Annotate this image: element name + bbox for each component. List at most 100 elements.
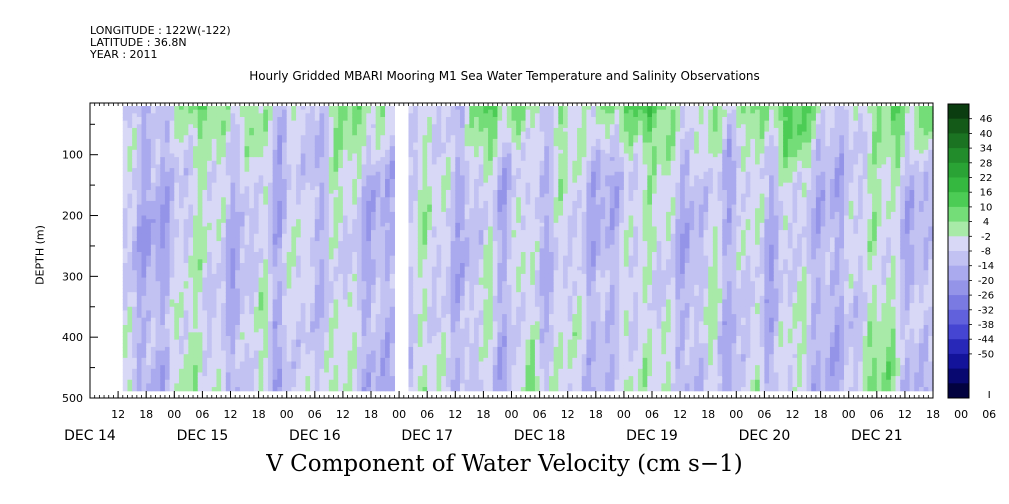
heatmap-cell	[169, 157, 175, 162]
heatmap-cell	[207, 164, 213, 169]
heatmap-cell	[427, 299, 433, 304]
heatmap-cell	[122, 175, 129, 180]
heatmap-cell	[417, 335, 424, 341]
heatmap-cell	[296, 219, 302, 224]
heatmap-cell	[291, 387, 297, 392]
heatmap-cell	[146, 335, 152, 341]
heatmap-cell	[305, 164, 311, 169]
heatmap-cell	[328, 379, 335, 384]
heatmap-cell	[277, 346, 283, 352]
heatmap-cell	[417, 215, 424, 220]
heatmap-cell	[338, 179, 344, 184]
heatmap-cell	[202, 379, 208, 384]
heatmap-cell	[319, 259, 325, 264]
heatmap-cell	[324, 281, 330, 286]
heatmap-cell	[164, 200, 171, 206]
heatmap-cell	[286, 157, 292, 162]
heatmap-cell	[230, 230, 236, 235]
heatmap-cell	[221, 248, 227, 253]
heatmap-cell	[160, 157, 166, 162]
heatmap-cell	[431, 197, 438, 202]
heatmap-cell	[249, 138, 255, 144]
heatmap-cell	[230, 328, 236, 333]
heatmap-cell	[328, 262, 335, 268]
heatmap-cell	[333, 299, 339, 304]
heatmap-cell	[127, 310, 133, 315]
heatmap-cell	[431, 252, 438, 257]
heatmap-cell	[239, 146, 246, 151]
heatmap-cell	[225, 160, 232, 166]
heatmap-cell	[169, 343, 175, 348]
heatmap-cell	[244, 270, 250, 275]
heatmap-cell	[178, 266, 185, 271]
heatmap-cell	[174, 222, 180, 228]
heatmap-cell	[193, 270, 199, 275]
heatmap-cell	[178, 138, 185, 144]
heatmap-cell	[225, 186, 232, 191]
heatmap-cell	[207, 113, 213, 118]
heatmap-cell	[202, 281, 208, 286]
heatmap-cell	[122, 346, 129, 352]
heatmap-cell	[267, 262, 274, 268]
heatmap-cell	[427, 376, 433, 381]
heatmap-cell	[150, 204, 157, 209]
heatmap-cell	[258, 208, 264, 213]
heatmap-cell	[263, 288, 269, 293]
heatmap-cell	[333, 186, 339, 191]
heatmap-cell	[385, 303, 391, 308]
heatmap-cell	[385, 310, 391, 315]
heatmap-cell	[375, 252, 381, 257]
heatmap-cell	[277, 211, 283, 217]
heatmap-cell	[160, 332, 166, 337]
heatmap-cell	[385, 270, 391, 275]
heatmap-cell	[282, 175, 288, 180]
heatmap-cell	[127, 106, 133, 111]
heatmap-cell	[221, 233, 227, 239]
heatmap-cell	[244, 259, 250, 264]
heatmap-cell	[314, 157, 321, 162]
heatmap-cell	[413, 168, 419, 173]
heatmap-cell	[431, 368, 438, 374]
heatmap-cell	[263, 310, 269, 315]
heatmap-cell	[272, 222, 278, 228]
heatmap-cell	[211, 219, 218, 224]
heatmap-cell	[146, 383, 152, 388]
heatmap-cell	[202, 376, 208, 381]
heatmap-cell	[267, 237, 274, 242]
heatmap-cell	[371, 226, 377, 231]
heatmap-cell	[408, 106, 414, 111]
heatmap-cell	[193, 186, 199, 191]
heatmap-cell	[197, 149, 203, 155]
heatmap-cell	[239, 357, 246, 363]
heatmap-cell	[253, 332, 260, 337]
heatmap-cell	[202, 387, 208, 392]
heatmap-cell	[342, 135, 349, 140]
heatmap-cell	[324, 387, 330, 392]
heatmap-cell	[375, 241, 381, 246]
heatmap-cell	[258, 106, 264, 111]
chart-title: Hourly Gridded MBARI Mooring M1 Sea Wate…	[249, 69, 760, 83]
heatmap-cell	[305, 153, 311, 158]
heatmap-cell	[239, 175, 246, 180]
heatmap-cell	[174, 189, 180, 195]
heatmap-cell	[422, 120, 428, 125]
heatmap-cell	[239, 124, 246, 129]
heatmap-cell	[389, 292, 396, 297]
heatmap-cell	[314, 168, 321, 173]
heatmap-cell	[277, 160, 283, 166]
heatmap-cell	[422, 346, 428, 352]
heatmap-cell	[417, 387, 424, 392]
heatmap-cell	[221, 237, 227, 242]
heatmap-cell	[160, 175, 166, 180]
heatmap-cell	[235, 149, 241, 155]
heatmap-cell	[164, 109, 171, 114]
heatmap-cell	[314, 259, 321, 264]
heatmap-cell	[267, 335, 274, 341]
heatmap-cell	[216, 368, 222, 374]
heatmap-cell	[174, 317, 180, 322]
heatmap-cell	[347, 310, 353, 315]
heatmap-cell	[216, 339, 222, 344]
heatmap-cell	[286, 168, 292, 173]
heatmap-cell	[431, 157, 438, 162]
heatmap-cell	[141, 255, 147, 260]
